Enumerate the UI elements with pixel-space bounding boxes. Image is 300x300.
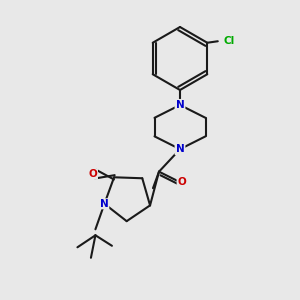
Text: N: N [176,144,184,154]
Text: N: N [100,199,109,209]
Text: O: O [177,177,186,187]
Text: O: O [89,169,98,179]
Text: Cl: Cl [224,36,235,46]
Text: N: N [176,100,184,110]
